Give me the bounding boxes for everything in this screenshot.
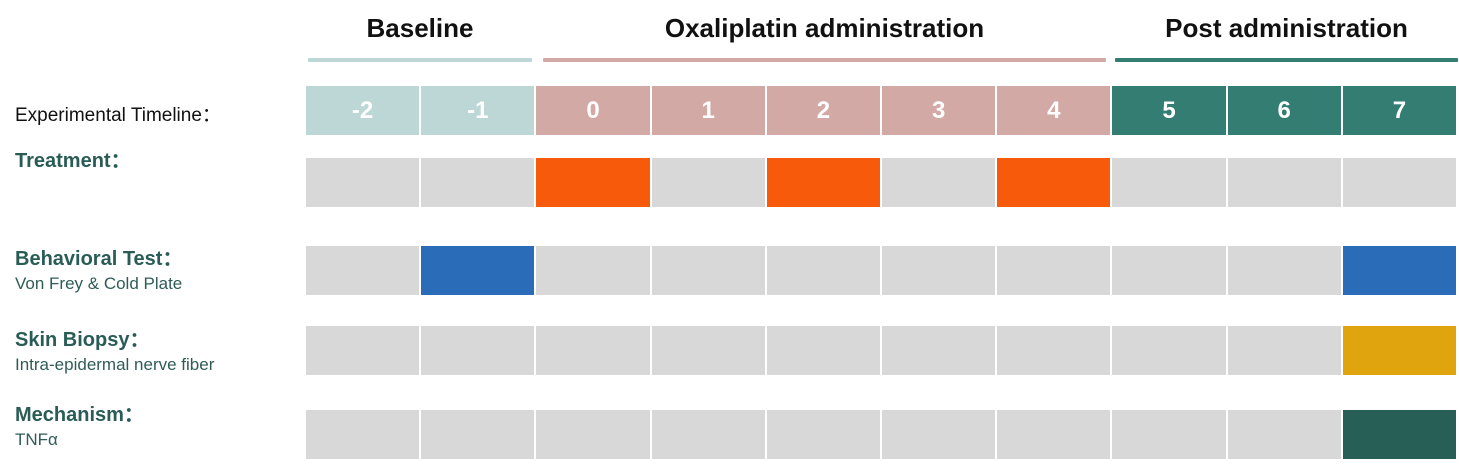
timeline-day-cell: 4 [997, 86, 1113, 135]
behavioral-test-row [306, 246, 1457, 295]
timeline-day-cell: 1 [651, 86, 767, 135]
empty-cell [1112, 326, 1228, 375]
timeline-day-cell: 5 [1112, 86, 1228, 135]
empty-cell [997, 246, 1113, 295]
empty-cell [766, 326, 883, 375]
active-cell [997, 158, 1113, 207]
mechanism-row [306, 410, 1457, 459]
row-title: Behavioral Test： [15, 248, 183, 270]
phase-line-baseline [308, 58, 532, 62]
timeline-row: -2 -1 0 1 2 3 4 5 6 7 [306, 86, 1457, 135]
empty-cell [1112, 246, 1228, 295]
empty-cell [651, 246, 767, 295]
empty-cell [1112, 410, 1228, 459]
timeline-day-cell: 6 [1227, 86, 1343, 135]
phase-line-oxaliplatin [543, 58, 1106, 62]
timeline-day-cell: 0 [536, 86, 652, 135]
empty-cell [306, 410, 422, 459]
empty-cell [536, 410, 652, 459]
timeline-label: Experimental Timeline： [15, 105, 221, 126]
timeline-day-cell: 2 [766, 86, 883, 135]
row-subtitle: TNFα [15, 430, 58, 449]
empty-cell [882, 410, 998, 459]
row-subtitle: Von Frey & Cold Plate [15, 274, 183, 293]
empty-cell [882, 326, 998, 375]
active-cell [421, 246, 537, 295]
row-label-behavioral-test: Behavioral Test： Von Frey & Cold Plate [15, 246, 182, 296]
row-label-skin-biopsy: Skin Biopsy： Intra-epidermal nerve fiber [15, 327, 214, 377]
active-cell [1342, 410, 1457, 459]
treatment-row [306, 158, 1457, 207]
empty-cell [421, 158, 537, 207]
empty-cell [997, 326, 1113, 375]
empty-cell [651, 410, 767, 459]
empty-cell [766, 246, 883, 295]
timeline-day-cell: 7 [1342, 86, 1457, 135]
empty-cell [1227, 326, 1343, 375]
empty-cell [651, 326, 767, 375]
phase-title-oxaliplatin: Oxaliplatin administration [664, 13, 985, 43]
phase-title-baseline: Baseline [366, 13, 474, 43]
empty-cell [651, 158, 767, 207]
empty-cell [1227, 410, 1343, 459]
phase-title-post-administration: Post administration [1165, 13, 1408, 43]
active-cell [1342, 246, 1457, 295]
row-title: Skin Biopsy： [15, 329, 150, 351]
row-label-mechanism: Mechanism： TNFα [15, 402, 144, 452]
active-cell [766, 158, 883, 207]
row-subtitle: Intra-epidermal nerve fiber [15, 355, 215, 374]
empty-cell [882, 246, 998, 295]
empty-cell [421, 410, 537, 459]
empty-cell [1227, 158, 1343, 207]
timeline-day-cell: -1 [421, 86, 537, 135]
active-cell [536, 158, 652, 207]
empty-cell [421, 326, 537, 375]
empty-cell [997, 410, 1113, 459]
empty-cell [306, 326, 422, 375]
empty-cell [1112, 158, 1228, 207]
empty-cell [536, 246, 652, 295]
active-cell [1342, 326, 1457, 375]
timeline-day-cell: -2 [306, 86, 422, 135]
phase-line-post-administration [1115, 58, 1458, 62]
skin-biopsy-row [306, 326, 1457, 375]
timeline-day-cell: 3 [882, 86, 998, 135]
empty-cell [1342, 158, 1457, 207]
empty-cell [306, 246, 422, 295]
empty-cell [766, 410, 883, 459]
empty-cell [1227, 246, 1343, 295]
row-title: Treatment： [15, 150, 131, 172]
row-title: Mechanism： [15, 404, 144, 426]
empty-cell [536, 326, 652, 375]
empty-cell [306, 158, 422, 207]
row-label-treatment: Treatment： [15, 148, 131, 174]
empty-cell [882, 158, 998, 207]
